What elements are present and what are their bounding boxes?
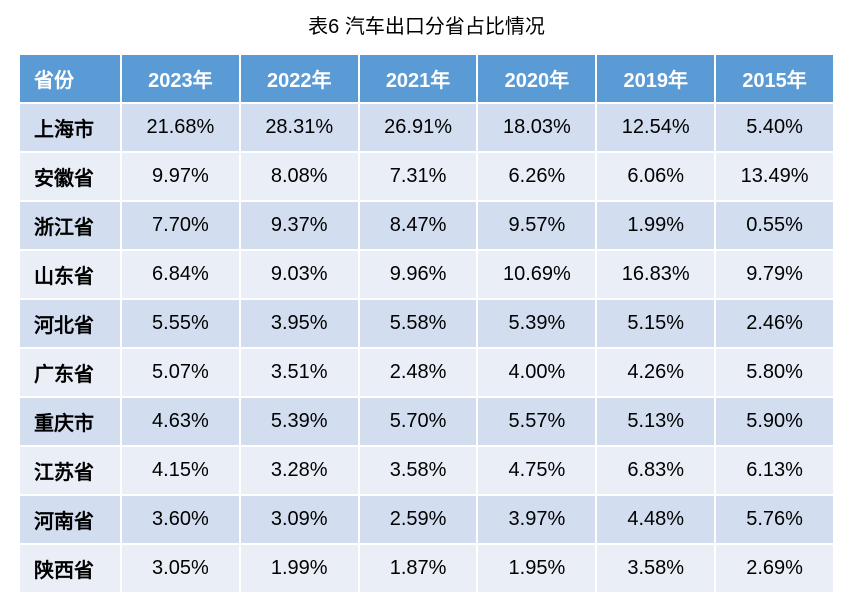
data-cell: 9.96% (359, 250, 478, 299)
data-cell: 4.48% (596, 495, 715, 544)
data-cell: 5.15% (596, 299, 715, 348)
data-cell: 1.99% (240, 544, 359, 593)
data-cell: 8.47% (359, 201, 478, 250)
table-row: 浙江省7.70%9.37%8.47%9.57%1.99%0.55% (19, 201, 834, 250)
data-cell: 3.09% (240, 495, 359, 544)
export-table: 省份2023年2022年2021年2020年2019年2015年 上海市21.6… (18, 53, 835, 594)
data-cell: 6.83% (596, 446, 715, 495)
table-row: 安徽省9.97%8.08%7.31%6.26%6.06%13.49% (19, 152, 834, 201)
data-cell: 3.28% (240, 446, 359, 495)
data-cell: 5.90% (715, 397, 834, 446)
data-cell: 5.55% (121, 299, 240, 348)
data-cell: 9.37% (240, 201, 359, 250)
data-cell: 13.49% (715, 152, 834, 201)
data-cell: 12.54% (596, 103, 715, 152)
data-cell: 10.69% (477, 250, 596, 299)
column-header: 2015年 (715, 54, 834, 103)
data-cell: 5.58% (359, 299, 478, 348)
data-cell: 6.06% (596, 152, 715, 201)
data-cell: 18.03% (477, 103, 596, 152)
table-row: 广东省5.07%3.51%2.48%4.00%4.26%5.80% (19, 348, 834, 397)
data-cell: 4.00% (477, 348, 596, 397)
data-cell: 4.15% (121, 446, 240, 495)
data-cell: 5.80% (715, 348, 834, 397)
data-cell: 28.31% (240, 103, 359, 152)
row-label: 安徽省 (19, 152, 121, 201)
data-cell: 9.57% (477, 201, 596, 250)
column-header: 2020年 (477, 54, 596, 103)
data-cell: 3.95% (240, 299, 359, 348)
row-label: 广东省 (19, 348, 121, 397)
data-cell: 0.55% (715, 201, 834, 250)
data-cell: 2.69% (715, 544, 834, 593)
data-cell: 4.63% (121, 397, 240, 446)
row-label: 江苏省 (19, 446, 121, 495)
table-title: 表6 汽车出口分省占比情况 (18, 10, 835, 39)
table-header-row: 省份2023年2022年2021年2020年2019年2015年 (19, 54, 834, 103)
data-cell: 3.58% (359, 446, 478, 495)
data-cell: 3.60% (121, 495, 240, 544)
row-label: 河北省 (19, 299, 121, 348)
data-cell: 5.70% (359, 397, 478, 446)
column-header: 2021年 (359, 54, 478, 103)
row-label: 河南省 (19, 495, 121, 544)
row-label: 山东省 (19, 250, 121, 299)
data-cell: 3.05% (121, 544, 240, 593)
data-cell: 4.26% (596, 348, 715, 397)
data-cell: 7.31% (359, 152, 478, 201)
data-cell: 1.87% (359, 544, 478, 593)
data-cell: 3.97% (477, 495, 596, 544)
column-header: 2019年 (596, 54, 715, 103)
data-cell: 5.40% (715, 103, 834, 152)
data-cell: 5.76% (715, 495, 834, 544)
row-label: 陕西省 (19, 544, 121, 593)
column-header: 省份 (19, 54, 121, 103)
table-row: 河北省5.55%3.95%5.58%5.39%5.15%2.46% (19, 299, 834, 348)
table-row: 重庆市4.63%5.39%5.70%5.57%5.13%5.90% (19, 397, 834, 446)
table-row: 山东省6.84%9.03%9.96%10.69%16.83%9.79% (19, 250, 834, 299)
table-row: 河南省3.60%3.09%2.59%3.97%4.48%5.76% (19, 495, 834, 544)
data-cell: 5.39% (240, 397, 359, 446)
data-cell: 3.51% (240, 348, 359, 397)
data-cell: 2.46% (715, 299, 834, 348)
data-cell: 5.07% (121, 348, 240, 397)
table-row: 江苏省4.15%3.28%3.58%4.75%6.83%6.13% (19, 446, 834, 495)
data-cell: 4.75% (477, 446, 596, 495)
data-cell: 9.97% (121, 152, 240, 201)
data-cell: 9.79% (715, 250, 834, 299)
column-header: 2023年 (121, 54, 240, 103)
data-cell: 1.99% (596, 201, 715, 250)
table-row: 陕西省3.05%1.99%1.87%1.95%3.58%2.69% (19, 544, 834, 593)
data-cell: 8.08% (240, 152, 359, 201)
table-row: 上海市21.68%28.31%26.91%18.03%12.54%5.40% (19, 103, 834, 152)
data-cell: 1.95% (477, 544, 596, 593)
data-cell: 6.84% (121, 250, 240, 299)
table-body: 上海市21.68%28.31%26.91%18.03%12.54%5.40%安徽… (19, 103, 834, 593)
data-cell: 2.48% (359, 348, 478, 397)
data-cell: 3.58% (596, 544, 715, 593)
data-cell: 2.59% (359, 495, 478, 544)
row-label: 重庆市 (19, 397, 121, 446)
data-cell: 6.13% (715, 446, 834, 495)
data-cell: 26.91% (359, 103, 478, 152)
data-cell: 16.83% (596, 250, 715, 299)
data-cell: 5.57% (477, 397, 596, 446)
data-cell: 7.70% (121, 201, 240, 250)
data-cell: 6.26% (477, 152, 596, 201)
data-cell: 21.68% (121, 103, 240, 152)
data-cell: 9.03% (240, 250, 359, 299)
data-cell: 5.39% (477, 299, 596, 348)
row-label: 上海市 (19, 103, 121, 152)
column-header: 2022年 (240, 54, 359, 103)
data-cell: 5.13% (596, 397, 715, 446)
row-label: 浙江省 (19, 201, 121, 250)
